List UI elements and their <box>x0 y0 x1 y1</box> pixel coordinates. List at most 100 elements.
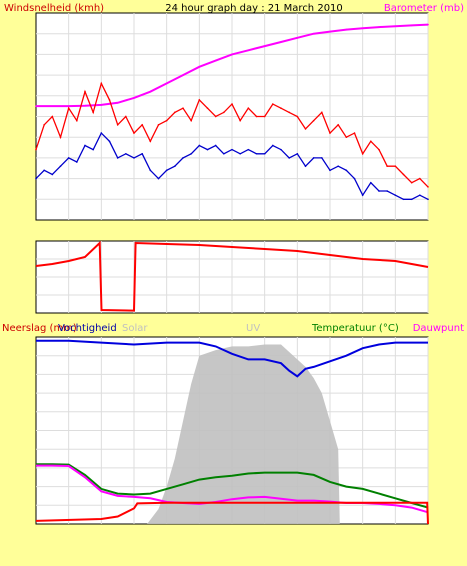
data-point <box>165 82 168 85</box>
data-point <box>100 82 103 85</box>
data-point <box>370 181 372 184</box>
data-point <box>312 32 315 35</box>
data-point <box>410 198 413 201</box>
data-point <box>141 152 143 155</box>
data-point <box>378 26 380 28</box>
data-point <box>84 104 86 107</box>
data-point <box>35 148 37 151</box>
data-point <box>353 177 356 180</box>
data-point <box>198 99 201 101</box>
data-point <box>337 165 339 167</box>
data-point <box>288 157 290 159</box>
uv-axis-title: UV <box>246 323 260 334</box>
data-point <box>394 25 397 28</box>
data-point <box>125 152 127 155</box>
data-point <box>125 115 127 118</box>
temperature-axis-title: Temperatuur (°C) <box>311 323 399 334</box>
data-point <box>296 152 299 155</box>
data-point <box>231 148 233 151</box>
data-point <box>92 148 94 151</box>
data-point <box>280 148 282 151</box>
data-point <box>378 190 380 192</box>
data-point <box>108 140 111 143</box>
data-point <box>402 173 405 176</box>
data-point <box>67 107 70 110</box>
data-point <box>182 107 184 110</box>
data-point <box>272 103 274 105</box>
data-point <box>410 24 413 27</box>
data-point <box>263 115 266 118</box>
data-point <box>149 169 152 172</box>
data-point <box>157 123 160 126</box>
data-point <box>247 107 250 110</box>
data-point <box>329 132 331 134</box>
data-point <box>321 111 323 114</box>
data-point <box>255 152 258 155</box>
data-point <box>100 104 103 106</box>
data-point <box>190 119 192 122</box>
data-point <box>206 107 209 110</box>
data-point <box>43 169 45 172</box>
data-point <box>157 177 160 180</box>
data-point <box>149 90 152 93</box>
data-point <box>370 140 372 143</box>
data-point <box>394 194 397 196</box>
data-point <box>419 194 421 196</box>
data-point <box>43 123 45 126</box>
data-point <box>214 115 217 118</box>
data-point <box>280 41 282 43</box>
data-point <box>386 165 388 167</box>
data-point <box>174 111 176 114</box>
data-point <box>35 105 37 107</box>
data-point <box>263 45 266 47</box>
data-point <box>133 157 135 159</box>
wind-direction-panel <box>35 240 429 314</box>
data-point <box>312 157 315 159</box>
data-point <box>51 173 54 176</box>
data-point <box>84 144 86 147</box>
data-point <box>133 132 135 134</box>
data-point <box>280 107 282 110</box>
wind-direction-line <box>35 240 429 312</box>
wind-barometer-panel <box>35 12 429 221</box>
data-point <box>345 169 348 172</box>
dewpoint-axis-title: Dauwpunt <box>413 323 464 334</box>
data-point <box>92 111 94 114</box>
series-line-0 <box>36 23 429 108</box>
data-point <box>378 148 380 151</box>
data-point <box>304 165 307 167</box>
data-point <box>100 132 103 134</box>
data-point <box>76 161 78 163</box>
wind-axis-title: Windsnelheid (kmh) <box>4 3 104 14</box>
data-point <box>321 157 323 159</box>
data-point <box>386 190 388 192</box>
data-point <box>419 177 421 180</box>
data-point <box>263 152 266 155</box>
page-title: 24 hour graph day : 21 March 2010 <box>165 3 343 14</box>
humidity-line <box>36 339 428 378</box>
data-point <box>247 49 250 52</box>
data-point <box>427 198 429 201</box>
data-point <box>247 148 250 151</box>
humidity-axis-title: Vochtigheid <box>58 323 117 334</box>
data-point <box>165 119 168 122</box>
data-point <box>231 53 233 56</box>
data-point <box>51 115 54 118</box>
data-point <box>337 123 339 126</box>
data-point <box>329 169 331 172</box>
data-point <box>198 144 201 147</box>
data-point <box>231 103 233 105</box>
rain-axis-title: Neerslag (mm) <box>2 323 77 334</box>
data-point <box>67 157 70 159</box>
barometer-axis-title: Barometer (mb) <box>384 3 464 14</box>
data-point <box>288 111 290 114</box>
data-point <box>59 136 62 138</box>
data-point <box>239 152 241 155</box>
data-point <box>353 132 356 134</box>
data-point <box>141 123 143 126</box>
data-point <box>361 152 364 155</box>
solar-axis-title: Solar <box>122 323 148 334</box>
data-point <box>410 181 413 184</box>
